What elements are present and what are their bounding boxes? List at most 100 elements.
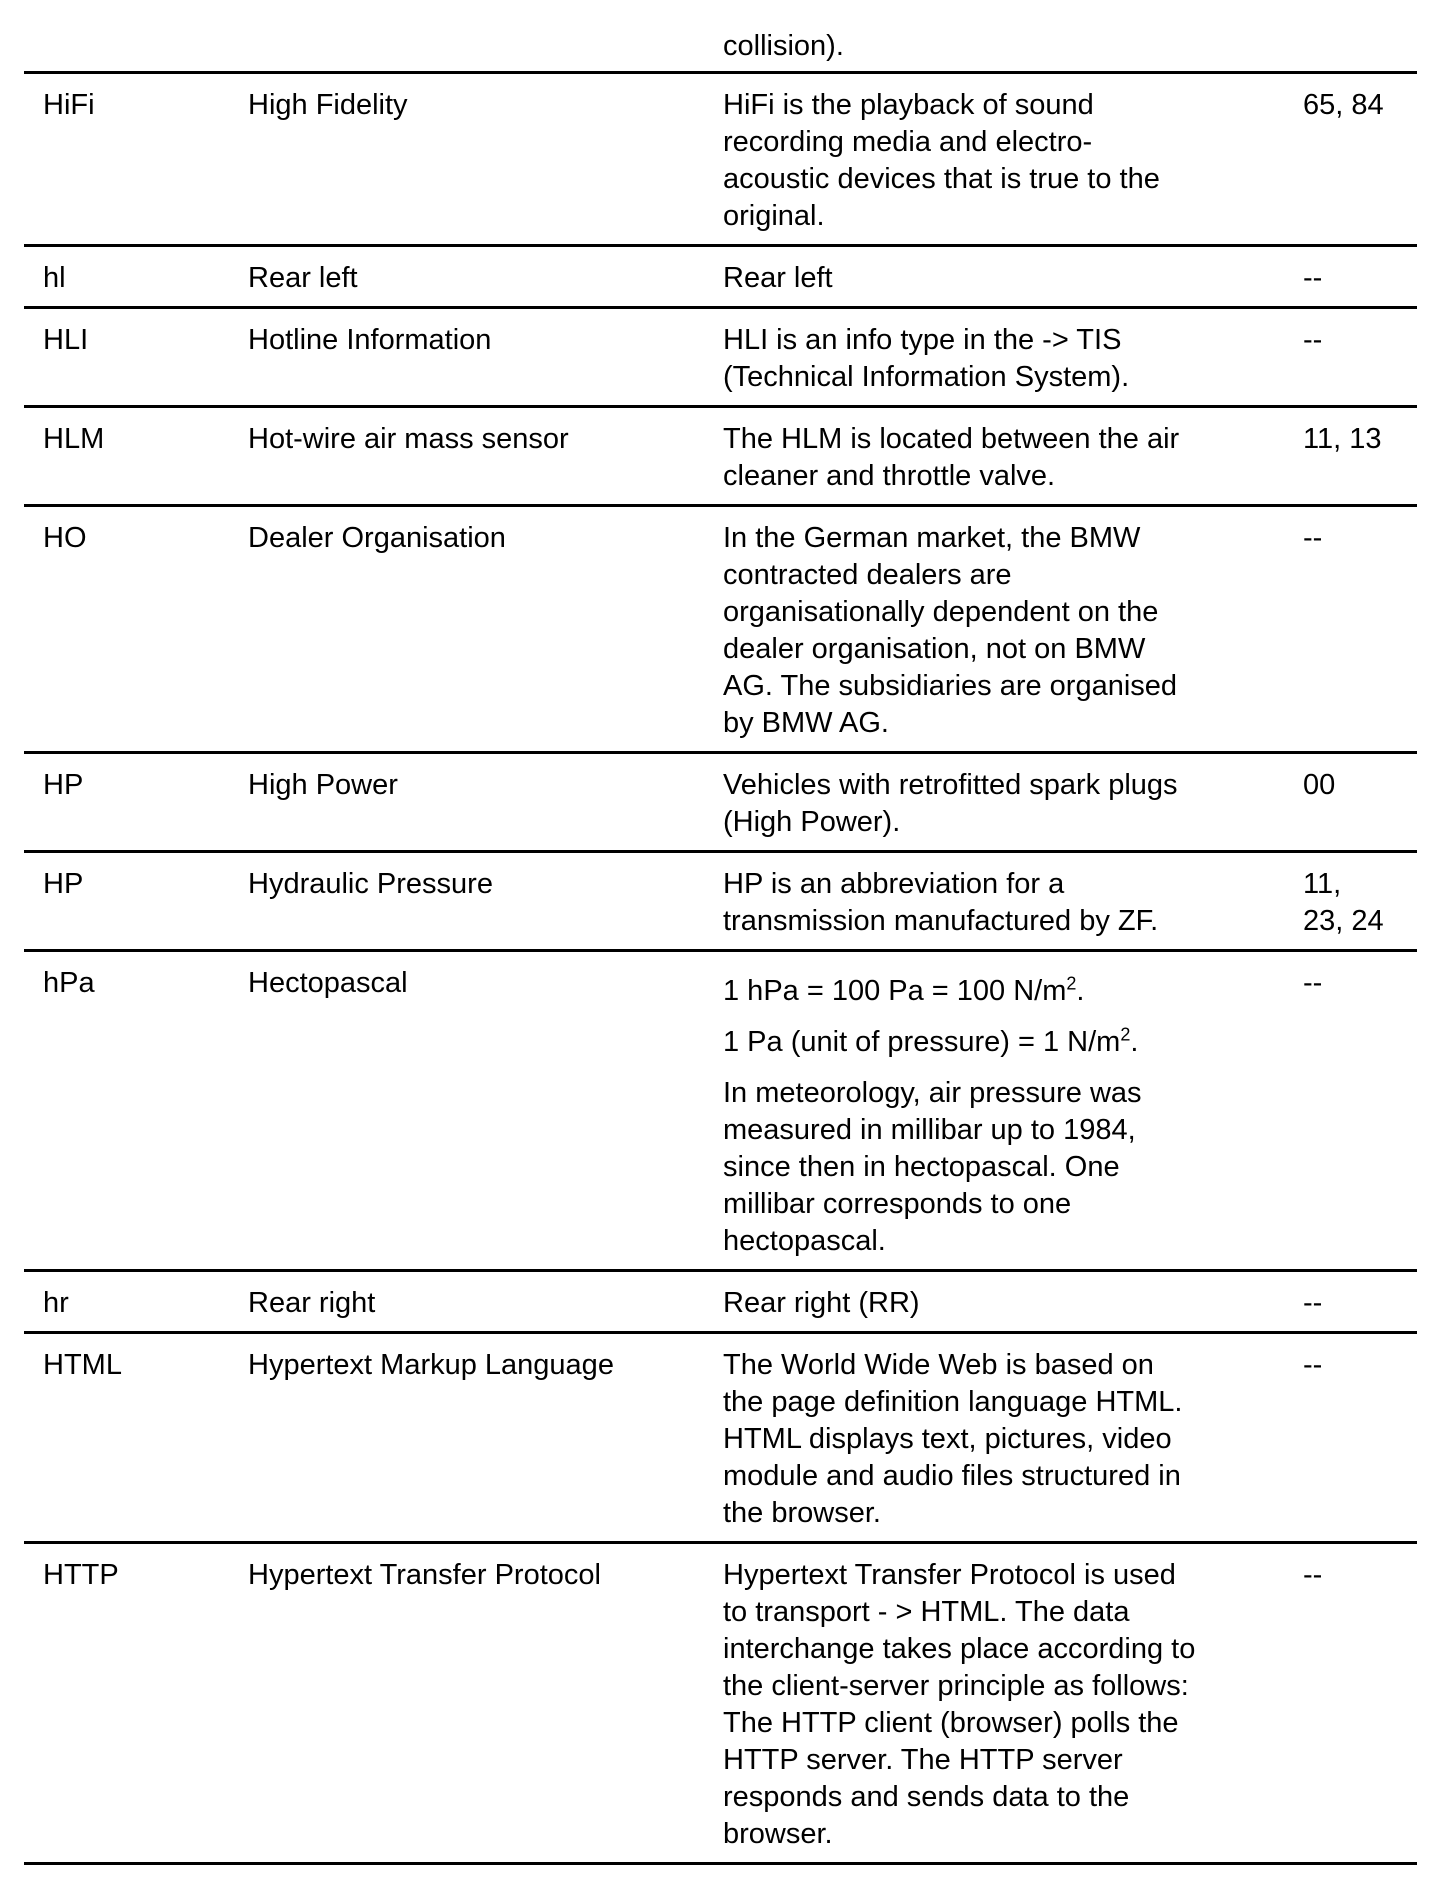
description-cell: HP is an abbreviation for a transmission … bbox=[723, 866, 1283, 940]
abbreviation-cell: HP bbox=[43, 769, 84, 801]
text-line: original. bbox=[723, 200, 825, 232]
description-paragraph: In the German market, the BMW contracted … bbox=[723, 520, 1283, 742]
table-row: HTML Hypertext Markup Language The World W… bbox=[24, 1334, 1417, 1544]
text-line: transmission manufactured by ZF. bbox=[723, 905, 1159, 937]
reference-cell: 00 bbox=[1303, 767, 1335, 804]
text-line: browser. bbox=[723, 1818, 833, 1850]
description-paragraph: HP is an abbreviation for a transmission … bbox=[723, 866, 1283, 940]
reference-cell: -- bbox=[1303, 1557, 1322, 1594]
text-line: HTML displays text, pictures, video bbox=[723, 1423, 1172, 1455]
text-line: The HTTP client (browser) polls the bbox=[723, 1707, 1179, 1739]
text-line: recording media and electro- bbox=[723, 126, 1093, 158]
text-line: HP is an abbreviation for a bbox=[723, 868, 1065, 900]
text-line: measured in millibar up to 1984, bbox=[723, 1114, 1136, 1146]
text-line: -- bbox=[1303, 1349, 1323, 1381]
text-line: millibar corresponds to one bbox=[723, 1188, 1072, 1220]
description-paragraph: 1 Pa (unit of pressure) = 1 N/m2. bbox=[723, 1024, 1283, 1061]
description-paragraph: Vehicles with retrofitted spark plugs (Hi… bbox=[723, 767, 1283, 841]
abbreviation-cell: HO bbox=[43, 522, 87, 554]
abbreviation-cell: HTML bbox=[43, 1349, 122, 1381]
description-cell: The HLM is located between the air cleane… bbox=[723, 421, 1283, 495]
description-cell: The World Wide Web is based on the page d… bbox=[723, 1347, 1283, 1532]
reference-cell: 11, 13 bbox=[1303, 421, 1381, 458]
text-line: The HLM is located between the air bbox=[723, 423, 1180, 455]
text-line: In the German market, the BMW bbox=[723, 522, 1141, 554]
text-line: -- bbox=[1303, 1559, 1323, 1591]
table-row: HLI Hotline Information HLI is an info typ… bbox=[24, 309, 1417, 408]
text-line: 23, 24 bbox=[1303, 905, 1384, 937]
text-line: -- bbox=[1303, 967, 1323, 999]
text-line: AG. The subsidiaries are organised bbox=[723, 670, 1178, 702]
text-line: cleaner and throttle valve. bbox=[723, 460, 1056, 492]
text-line: -- bbox=[1303, 1287, 1323, 1319]
text-line: HiFi is the playback of sound bbox=[723, 89, 1094, 121]
text-line: HTTP server. The HTTP server bbox=[723, 1744, 1123, 1776]
term-cell: High Power bbox=[248, 769, 398, 801]
abbreviation-cell: HLI bbox=[43, 324, 89, 356]
text-line: the page definition language HTML. bbox=[723, 1386, 1183, 1418]
description-cell: Rear right (RR) bbox=[723, 1285, 1283, 1322]
description-paragraph: HLI is an info type in the -> TIS (Techni… bbox=[723, 322, 1283, 396]
text-line: the browser. bbox=[723, 1497, 881, 1529]
text-line: organisationally dependent on the bbox=[723, 596, 1159, 628]
text-line: -- bbox=[1303, 324, 1323, 356]
text-line: 1 hPa = 100 Pa = 100 N/m2. bbox=[723, 973, 1085, 1007]
abbreviation-cell: HiFi bbox=[43, 89, 95, 121]
text-line: 00 bbox=[1303, 769, 1336, 801]
text-line: acoustic devices that is true to the bbox=[723, 163, 1160, 195]
reference-cell: -- bbox=[1303, 1347, 1322, 1384]
abbreviation-table: collision). HiFi High Fidelity HiFi is the … bbox=[24, 0, 1417, 1865]
table-row: hr Rear right Rear right (RR) -- bbox=[24, 1272, 1417, 1334]
text-line: HLI is an info type in the -> TIS bbox=[723, 324, 1122, 356]
abbreviation-cell: hPa bbox=[43, 967, 95, 999]
description-cell: Vehicles with retrofitted spark plugs (Hi… bbox=[723, 767, 1283, 841]
abbreviation-cell: HP bbox=[43, 868, 84, 900]
abbreviation-cell: hr bbox=[43, 1287, 69, 1319]
description-paragraph: In meteorology, air pressure was measured… bbox=[723, 1075, 1283, 1260]
description-paragraph: collision). bbox=[723, 28, 1283, 65]
term-cell: Hot-wire air mass sensor bbox=[248, 423, 569, 455]
description-paragraph: The World Wide Web is based on the page d… bbox=[723, 1347, 1283, 1532]
abbreviation-cell: HLM bbox=[43, 423, 105, 455]
text-line: to transport - > HTML. The data bbox=[723, 1596, 1130, 1628]
term-cell: Hydraulic Pressure bbox=[248, 868, 493, 900]
text-line: Hypertext Transfer Protocol is used bbox=[723, 1559, 1176, 1591]
text-line: contracted dealers are bbox=[723, 559, 1012, 591]
text-line: Rear left bbox=[723, 262, 833, 294]
description-paragraph: The HLM is located between the air cleane… bbox=[723, 421, 1283, 495]
description-paragraph: Rear right (RR) bbox=[723, 1285, 1283, 1322]
reference-cell: 11, 23, 24 bbox=[1303, 866, 1384, 940]
term-cell: Hectopascal bbox=[248, 967, 408, 999]
reference-cell: -- bbox=[1303, 260, 1322, 297]
table-row: hl Rear left Rear left -- bbox=[24, 247, 1417, 309]
table-row: HP High Power Vehicles with retrofitted sp… bbox=[24, 754, 1417, 853]
reference-cell: -- bbox=[1303, 965, 1322, 1002]
text-line: by BMW AG. bbox=[723, 707, 889, 739]
description-cell: HLI is an info type in the -> TIS (Techni… bbox=[723, 322, 1283, 396]
table-row: HiFi High Fidelity HiFi is the playback of… bbox=[24, 74, 1417, 247]
term-cell: Hotline Information bbox=[248, 324, 492, 356]
text-line: In meteorology, air pressure was bbox=[723, 1077, 1142, 1109]
table-row-continuation: collision). bbox=[24, 0, 1417, 74]
abbreviation-cell: HTTP bbox=[43, 1559, 119, 1591]
table-row: HO Dealer Organisation In the German marke… bbox=[24, 507, 1417, 754]
text-line: Rear right (RR) bbox=[723, 1287, 920, 1319]
description-paragraph: 1 hPa = 100 Pa = 100 N/m2. bbox=[723, 973, 1283, 1010]
description-cell: In the German market, the BMW contracted … bbox=[723, 520, 1283, 742]
text-line: dealer organisation, not on BMW bbox=[723, 633, 1146, 665]
description-paragraph: Hypertext Transfer Protocol is used to tr… bbox=[723, 1557, 1283, 1853]
description-paragraph: HiFi is the playback of sound recording m… bbox=[723, 87, 1283, 235]
description-cell: HiFi is the playback of sound recording m… bbox=[723, 87, 1283, 235]
text-line: responds and sends data to the bbox=[723, 1781, 1130, 1813]
term-cell: Rear left bbox=[248, 262, 358, 294]
text-line: module and audio files structured in bbox=[723, 1460, 1181, 1492]
text-line: (High Power). bbox=[723, 806, 901, 838]
table-row: HLM Hot-wire air mass sensor The HLM is lo… bbox=[24, 408, 1417, 507]
text-line: 1 Pa (unit of pressure) = 1 N/m2. bbox=[723, 1024, 1139, 1058]
description-cell: 1 hPa = 100 Pa = 100 N/m2. 1 Pa (unit of … bbox=[723, 965, 1283, 1260]
abbreviation-cell: hl bbox=[43, 262, 66, 294]
text-line: Vehicles with retrofitted spark plugs bbox=[723, 769, 1178, 801]
text-line: interchange takes place according to bbox=[723, 1633, 1196, 1665]
description-paragraph: Rear left bbox=[723, 260, 1283, 297]
term-cell: High Fidelity bbox=[248, 89, 408, 121]
